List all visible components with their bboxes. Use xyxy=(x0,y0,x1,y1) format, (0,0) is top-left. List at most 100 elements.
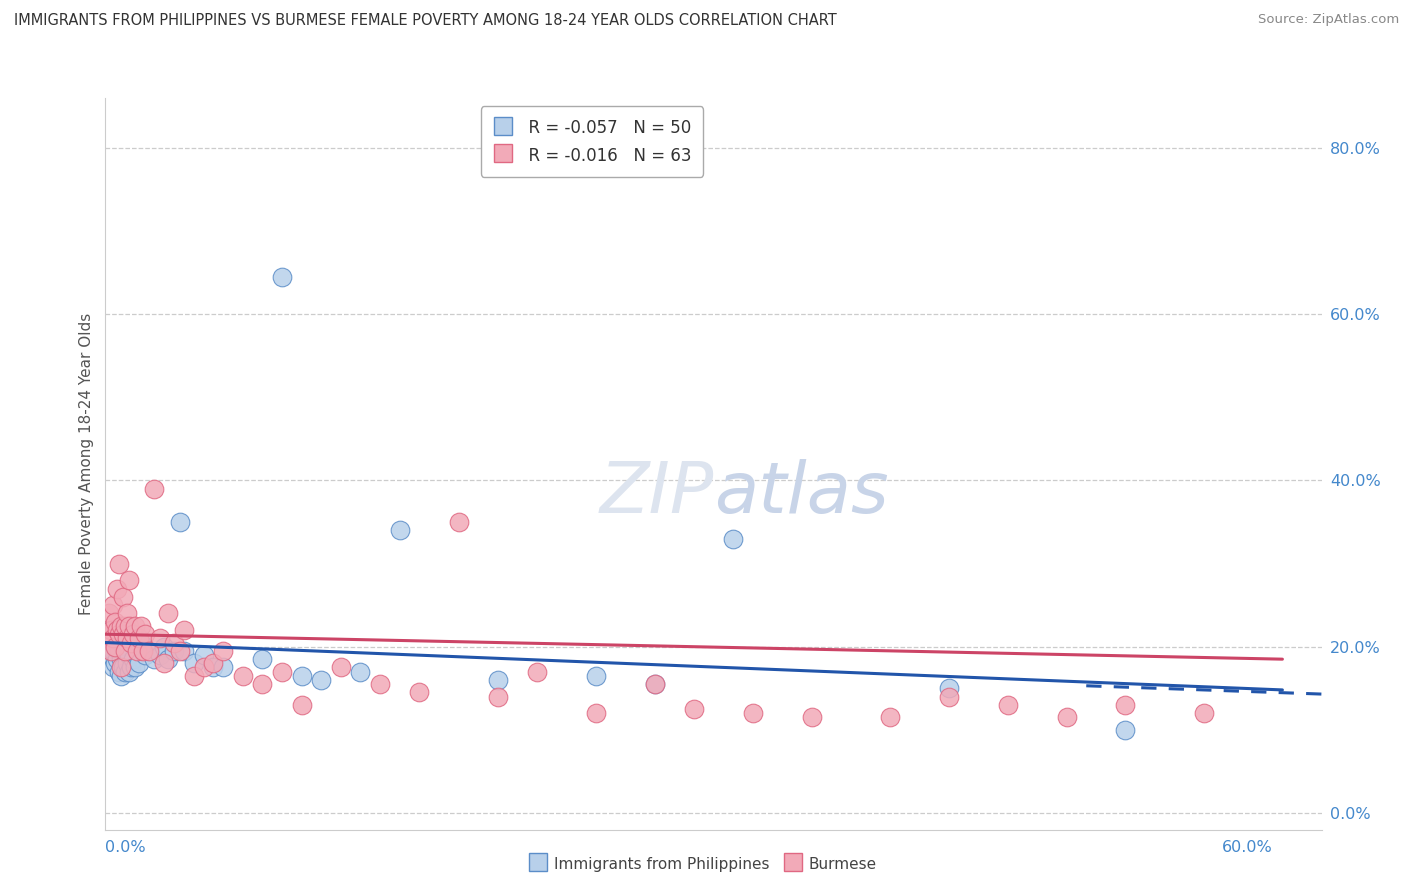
Point xyxy=(1192,706,1215,721)
Point xyxy=(173,623,195,637)
Point xyxy=(103,660,125,674)
Point xyxy=(309,673,332,687)
Point xyxy=(108,665,131,679)
Point xyxy=(232,669,254,683)
Point xyxy=(108,644,131,658)
Legend: Immigrants from Philippines, Burmese: Immigrants from Philippines, Burmese xyxy=(522,847,884,880)
Point xyxy=(125,644,148,658)
Point xyxy=(114,665,136,679)
Point xyxy=(683,702,706,716)
Point xyxy=(105,582,128,596)
Point xyxy=(349,665,371,679)
Point xyxy=(153,657,176,671)
Point xyxy=(110,660,132,674)
Point xyxy=(193,648,215,662)
Point xyxy=(291,698,314,712)
Legend:   R = -0.057   N = 50,   R = -0.016   N = 63: R = -0.057 N = 50, R = -0.016 N = 63 xyxy=(481,106,703,177)
Point xyxy=(103,644,125,658)
Point xyxy=(96,627,118,641)
Point xyxy=(149,648,172,662)
Point xyxy=(108,627,131,641)
Point xyxy=(124,619,146,633)
Point xyxy=(183,657,205,671)
Point xyxy=(112,660,135,674)
Point xyxy=(644,677,666,691)
Point xyxy=(800,710,823,724)
Point xyxy=(193,660,215,674)
Point xyxy=(169,515,191,529)
Point xyxy=(202,660,225,674)
Point xyxy=(1114,698,1136,712)
Point xyxy=(408,685,430,699)
Point xyxy=(163,635,186,649)
Point xyxy=(143,482,166,496)
Point xyxy=(104,640,127,654)
Point xyxy=(110,669,132,683)
Point xyxy=(110,619,132,633)
Point xyxy=(122,627,145,641)
Point xyxy=(1056,710,1078,724)
Point xyxy=(157,607,180,621)
Point xyxy=(149,632,172,646)
Point xyxy=(138,644,160,658)
Point xyxy=(114,619,136,633)
Point xyxy=(100,623,122,637)
Point xyxy=(112,640,135,654)
Point xyxy=(120,635,142,649)
Point xyxy=(526,665,548,679)
Text: ZIP: ZIP xyxy=(599,458,713,527)
Point xyxy=(143,652,166,666)
Point xyxy=(105,623,128,637)
Point xyxy=(997,698,1019,712)
Point xyxy=(938,681,960,696)
Point xyxy=(153,640,176,654)
Point xyxy=(134,648,156,662)
Point xyxy=(291,669,314,683)
Point xyxy=(202,657,225,671)
Point xyxy=(212,644,235,658)
Text: IMMIGRANTS FROM PHILIPPINES VS BURMESE FEMALE POVERTY AMONG 18-24 YEAR OLDS CORR: IMMIGRANTS FROM PHILIPPINES VS BURMESE F… xyxy=(14,13,837,29)
Point xyxy=(252,677,274,691)
Point xyxy=(125,644,148,658)
Point xyxy=(115,607,138,621)
Point xyxy=(112,590,135,604)
Point xyxy=(132,644,155,658)
Point xyxy=(169,644,191,658)
Point xyxy=(486,673,509,687)
Point xyxy=(212,660,235,674)
Point xyxy=(271,269,294,284)
Point xyxy=(183,669,205,683)
Point xyxy=(104,615,127,629)
Point xyxy=(105,627,128,641)
Point xyxy=(118,648,141,662)
Text: 0.0%: 0.0% xyxy=(105,839,146,855)
Point xyxy=(105,652,128,666)
Point xyxy=(585,706,607,721)
Point xyxy=(163,644,186,658)
Point xyxy=(128,632,150,646)
Point xyxy=(104,640,127,654)
Point xyxy=(100,644,122,658)
Text: Source: ZipAtlas.com: Source: ZipAtlas.com xyxy=(1258,13,1399,27)
Point xyxy=(157,652,180,666)
Y-axis label: Female Poverty Among 18-24 Year Olds: Female Poverty Among 18-24 Year Olds xyxy=(79,313,94,615)
Point xyxy=(938,690,960,704)
Point xyxy=(388,524,411,538)
Point xyxy=(129,619,152,633)
Point xyxy=(98,648,121,662)
Point xyxy=(112,627,135,641)
Point xyxy=(486,690,509,704)
Text: atlas: atlas xyxy=(713,458,889,527)
Point xyxy=(103,632,125,646)
Point xyxy=(124,660,146,674)
Point xyxy=(1114,723,1136,737)
Point xyxy=(252,652,274,666)
Point xyxy=(644,677,666,691)
Point xyxy=(128,657,150,671)
Point xyxy=(114,644,136,658)
Point xyxy=(129,635,152,649)
Point xyxy=(173,644,195,658)
Point xyxy=(721,532,744,546)
Point xyxy=(879,710,901,724)
Point xyxy=(120,660,142,674)
